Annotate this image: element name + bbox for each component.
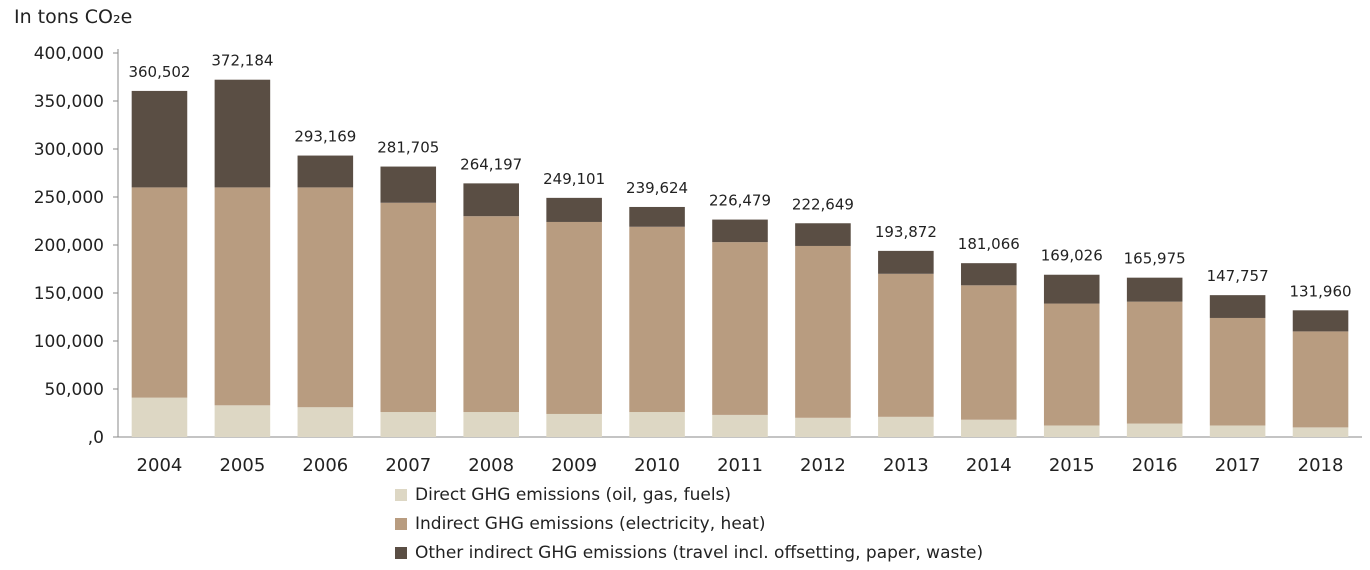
y-tick-label: 50,000 bbox=[45, 380, 104, 400]
bar-segment-1-2008 bbox=[463, 412, 519, 437]
bar-segment-2-2014 bbox=[961, 285, 1017, 420]
bar-segment-1-2016 bbox=[1126, 423, 1183, 437]
chart-legend: Direct GHG emissions (oil, gas, fuels) In… bbox=[395, 480, 983, 567]
bar-total-label: 165,975 bbox=[1124, 250, 1186, 268]
bar-segment-3-2010 bbox=[629, 206, 685, 227]
bar-segment-3-2017 bbox=[1209, 295, 1266, 318]
y-unit-label: In tons CO₂e bbox=[14, 6, 133, 28]
x-tick-label: 2006 bbox=[302, 455, 348, 476]
x-tick-label: 2005 bbox=[219, 455, 265, 476]
bar-total-label: 249,101 bbox=[543, 170, 605, 188]
bar-total-label: 181,066 bbox=[958, 235, 1020, 253]
legend-label: Other indirect GHG emissions (travel inc… bbox=[415, 542, 984, 563]
y-tick-label: ,0 bbox=[88, 428, 104, 448]
bar-segment-1-2015 bbox=[1043, 425, 1100, 437]
bar-segment-3-2006 bbox=[297, 155, 354, 188]
x-tick-label: 2018 bbox=[1298, 455, 1344, 476]
bar-segment-1-2007 bbox=[380, 412, 437, 437]
bar-segment-3-2007 bbox=[380, 166, 437, 203]
bar-total-label: 193,872 bbox=[875, 223, 937, 241]
bar-segment-1-2010 bbox=[629, 412, 685, 437]
y-tick-label: 350,000 bbox=[34, 92, 104, 112]
bar-segment-3-2013 bbox=[878, 250, 934, 274]
bar-segment-3-2016 bbox=[1126, 277, 1183, 302]
bar-total-label: 169,026 bbox=[1041, 247, 1103, 265]
bar-segment-1-2014 bbox=[961, 419, 1017, 437]
bar-segment-2-2008 bbox=[463, 216, 519, 413]
x-tick-label: 2009 bbox=[551, 455, 597, 476]
bar-segment-3-2005 bbox=[214, 79, 271, 188]
legend-item: Indirect GHG emissions (electricity, hea… bbox=[395, 509, 983, 538]
bar-segment-3-2014 bbox=[961, 263, 1017, 286]
legend-item: Other indirect GHG emissions (travel inc… bbox=[395, 538, 983, 567]
bar-segment-3-2012 bbox=[795, 223, 851, 246]
bar-total-label: 372,184 bbox=[211, 52, 273, 70]
y-tick-label: 200,000 bbox=[34, 236, 104, 256]
x-tick-label: 2007 bbox=[385, 455, 431, 476]
x-tick-label: 2004 bbox=[137, 455, 183, 476]
bar-segment-3-2015 bbox=[1043, 274, 1100, 304]
bar-segment-1-2004 bbox=[131, 397, 188, 437]
bar-segment-3-2004 bbox=[131, 90, 188, 188]
bar-segment-1-2013 bbox=[878, 416, 934, 437]
bar-total-label: 360,502 bbox=[128, 63, 190, 81]
x-tick-label: 2016 bbox=[1132, 455, 1178, 476]
bar-segment-1-2009 bbox=[546, 413, 602, 437]
bar-total-label: 222,649 bbox=[792, 195, 854, 213]
bar-total-label: 281,705 bbox=[377, 139, 439, 157]
y-tick-label: 150,000 bbox=[34, 284, 104, 304]
bar-segment-3-2011 bbox=[712, 219, 768, 243]
legend-item: Direct GHG emissions (oil, gas, fuels) bbox=[395, 480, 983, 509]
bar-segment-2-2016 bbox=[1126, 301, 1183, 424]
bar-segment-1-2012 bbox=[795, 417, 851, 437]
legend-swatch bbox=[395, 488, 407, 501]
bar-segment-2-2009 bbox=[546, 221, 602, 414]
bar-segment-1-2005 bbox=[214, 405, 271, 437]
bar-segment-1-2018 bbox=[1292, 427, 1349, 437]
x-tick-label: 2008 bbox=[468, 455, 514, 476]
bar-segment-2-2015 bbox=[1043, 303, 1100, 426]
bar-segment-2-2013 bbox=[878, 273, 934, 417]
bar-segment-2-2018 bbox=[1292, 331, 1349, 428]
bar-segment-2-2017 bbox=[1209, 317, 1266, 426]
x-tick-label: 2017 bbox=[1215, 455, 1261, 476]
bar-segment-1-2011 bbox=[712, 414, 768, 437]
legend-swatch bbox=[395, 517, 407, 530]
x-tick-label: 2014 bbox=[966, 455, 1012, 476]
bar-segment-2-2010 bbox=[629, 226, 685, 413]
y-tick-label: 100,000 bbox=[34, 332, 104, 352]
bar-segment-3-2008 bbox=[463, 183, 519, 217]
x-tick-label: 2015 bbox=[1049, 455, 1095, 476]
bar-total-label: 131,960 bbox=[1290, 282, 1352, 300]
bar-segment-3-2009 bbox=[546, 197, 602, 222]
bar-total-label: 264,197 bbox=[460, 155, 522, 173]
bar-segment-2-2007 bbox=[380, 202, 437, 413]
bar-segment-2-2004 bbox=[131, 187, 188, 398]
legend-label: Indirect GHG emissions (electricity, hea… bbox=[415, 513, 766, 534]
x-tick-label: 2010 bbox=[634, 455, 680, 476]
legend-swatch bbox=[395, 546, 407, 559]
y-tick-label: 250,000 bbox=[34, 188, 104, 208]
bar-total-label: 226,479 bbox=[709, 192, 771, 210]
bar-total-label: 147,757 bbox=[1207, 267, 1269, 285]
bar-segment-2-2005 bbox=[214, 187, 271, 406]
bar-segment-2-2011 bbox=[712, 242, 768, 415]
x-tick-label: 2012 bbox=[800, 455, 846, 476]
bar-segment-3-2018 bbox=[1292, 310, 1349, 332]
y-tick-label: 300,000 bbox=[34, 140, 104, 160]
bar-segment-2-2006 bbox=[297, 187, 354, 408]
bar-total-label: 293,169 bbox=[294, 128, 356, 146]
y-tick-label: 400,000 bbox=[34, 44, 104, 64]
bar-total-label: 239,624 bbox=[626, 179, 688, 197]
bar-segment-2-2012 bbox=[795, 245, 851, 418]
bar-segment-1-2017 bbox=[1209, 425, 1266, 437]
x-tick-label: 2011 bbox=[717, 455, 763, 476]
x-tick-label: 2013 bbox=[883, 455, 929, 476]
bar-segment-1-2006 bbox=[297, 407, 354, 437]
legend-label: Direct GHG emissions (oil, gas, fuels) bbox=[415, 484, 732, 505]
